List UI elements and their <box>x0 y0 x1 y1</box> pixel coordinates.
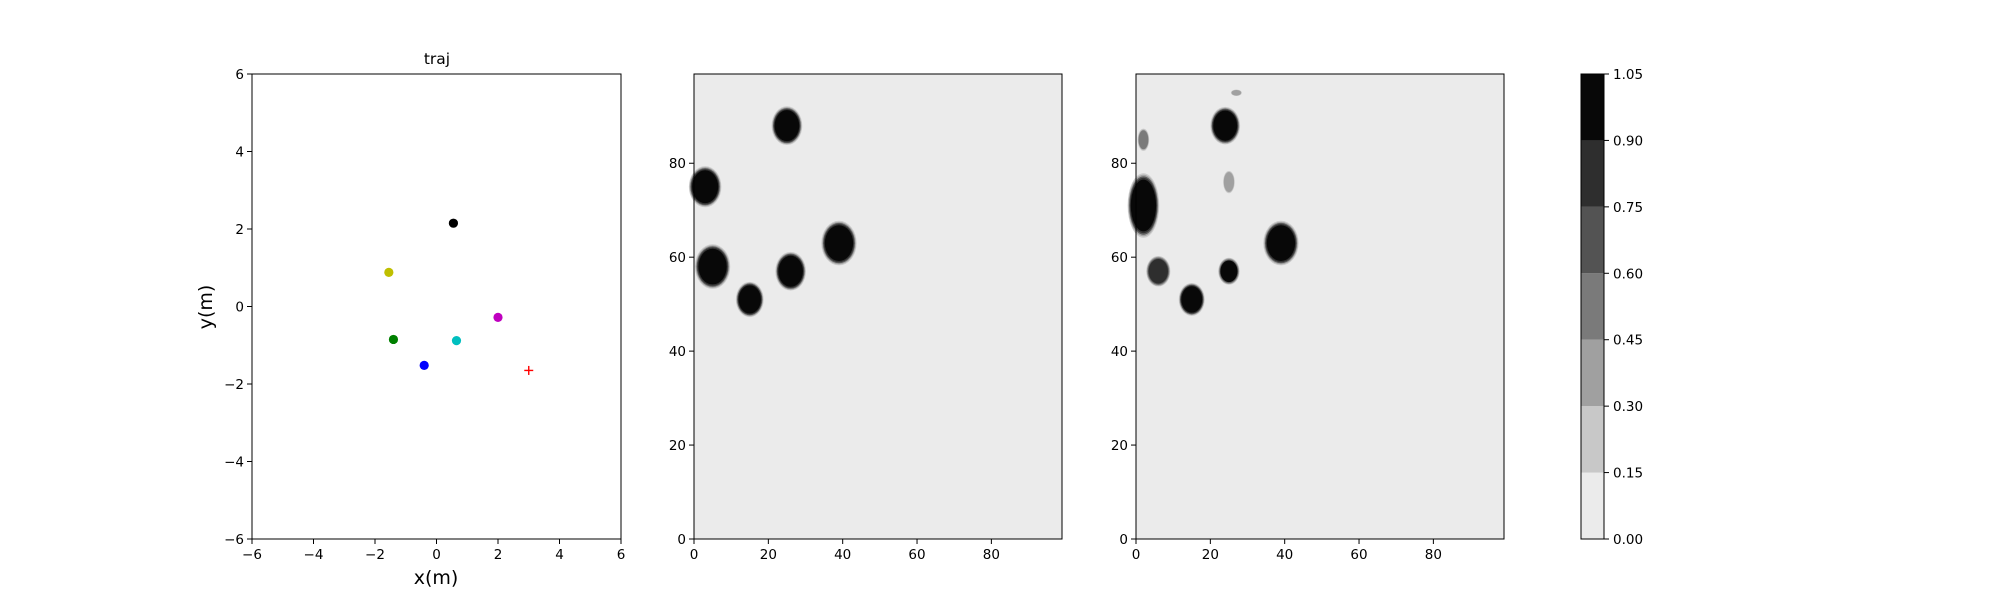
trajectory-x-tick-label: 4 <box>555 547 564 563</box>
trajectory-x-tick-label: 0 <box>432 547 441 563</box>
trajectory-y-tick-label: −2 <box>224 377 244 393</box>
map-x-ticks: 0 20 40 60 80 <box>690 539 1000 563</box>
trajectory-frame <box>251 73 622 540</box>
agent-point <box>384 267 394 277</box>
agent-point <box>493 312 503 322</box>
map-y-ticks: 0 20 40 60 80 <box>669 156 694 548</box>
trajectory-points <box>384 218 534 375</box>
colorbar-band <box>1581 74 1604 141</box>
colorbar-bands <box>1581 74 1604 539</box>
trajectory-x-ticks: −6 −4 −2 0 2 4 6 <box>242 539 625 563</box>
map-x-tick-label: 60 <box>908 547 925 563</box>
estimate-y-tick-label: 40 <box>1111 344 1128 360</box>
estimate-obstacle <box>1218 257 1240 285</box>
map-x-tick-label: 0 <box>690 547 699 563</box>
estimated-map-axes: 0 20 40 60 80 0 20 40 60 80 <box>1111 73 1505 563</box>
trajectory-y-tick-label: 0 <box>235 300 244 316</box>
agent-point <box>451 336 462 346</box>
map-obstacle <box>735 281 764 318</box>
colorbar-frame <box>1580 73 1605 540</box>
colorbar-band <box>1581 339 1604 407</box>
trajectory-y-tick-label: −4 <box>224 455 244 471</box>
map-x-tick-label: 80 <box>983 547 1000 563</box>
estimate-obstacles <box>1127 89 1299 316</box>
estimate-x-ticks: 0 20 40 60 80 <box>1132 539 1442 563</box>
map-obstacles <box>688 106 857 318</box>
map-frame <box>693 73 1063 540</box>
estimate-x-tick-label: 80 <box>1425 547 1442 563</box>
colorbar-tick-label: 0.60 <box>1613 266 1643 282</box>
trajectory-x-tick-label: −4 <box>304 547 324 563</box>
estimate-y-tick-label: 80 <box>1111 156 1128 172</box>
agent-point <box>419 360 429 370</box>
colorbar-tick-label: 0.90 <box>1613 133 1643 149</box>
trajectory-x-label: x(m) <box>414 567 459 589</box>
trajectory-x-tick-label: 6 <box>617 547 626 563</box>
map-y-tick-label: 40 <box>669 344 686 360</box>
estimate-obstacle <box>1222 170 1235 194</box>
map-obstacle <box>771 106 803 146</box>
colorbar-band <box>1581 273 1604 340</box>
agent-point <box>448 218 459 228</box>
map-obstacle <box>821 220 857 266</box>
colorbar-band <box>1581 472 1604 539</box>
trajectory-y-tick-label: 6 <box>235 67 244 83</box>
estimate-obstacle <box>1230 89 1243 97</box>
estimate-frame <box>1135 73 1505 540</box>
trajectory-y-tick-label: 2 <box>235 222 244 238</box>
map-y-tick-label: 20 <box>669 438 686 454</box>
map-y-tick-label: 60 <box>669 250 686 266</box>
map-y-tick-label: 80 <box>669 156 686 172</box>
estimate-y-ticks: 0 20 40 60 80 <box>1111 156 1136 548</box>
estimate-obstacle <box>1263 220 1299 266</box>
trajectory-y-ticks: −6 −4 −2 0 2 4 6 <box>224 67 252 548</box>
colorbar-tick-label: 0.45 <box>1613 333 1643 349</box>
map-x-tick-label: 40 <box>834 547 851 563</box>
estimate-y-tick-label: 60 <box>1111 250 1128 266</box>
estimate-obstacle <box>1137 128 1150 152</box>
estimate-x-tick-label: 60 <box>1350 547 1367 563</box>
estimate-obstacle <box>1127 173 1160 238</box>
map-y-tick-label: 0 <box>677 532 686 548</box>
estimate-x-tick-label: 40 <box>1276 547 1293 563</box>
map-x-tick-label: 20 <box>760 547 777 563</box>
colorbar-band <box>1581 206 1604 274</box>
colorbar: 0.00 0.15 0.30 0.45 0.60 0.75 0.90 1.05 <box>1580 67 1643 548</box>
colorbar-tick-label: 0.30 <box>1613 399 1643 415</box>
estimate-x-tick-label: 20 <box>1202 547 1219 563</box>
estimate-obstacle <box>1178 283 1205 316</box>
map-obstacle <box>694 244 731 289</box>
estimate-obstacle <box>1210 106 1241 145</box>
trajectory-y-tick-label: 4 <box>235 145 244 161</box>
colorbar-band <box>1581 140 1604 207</box>
estimate-y-tick-label: 0 <box>1119 532 1128 548</box>
colorbar-band <box>1581 406 1604 473</box>
colorbar-tick-label: 0.00 <box>1613 532 1643 548</box>
colorbar-tick-label: 0.15 <box>1613 466 1643 482</box>
trajectory-x-tick-label: −2 <box>365 547 385 563</box>
colorbar-ticks: 0.00 0.15 0.30 0.45 0.60 0.75 0.90 1.05 <box>1604 67 1643 548</box>
map-obstacle <box>688 166 722 208</box>
agent-point <box>388 334 399 345</box>
estimate-obstacle <box>1146 256 1171 287</box>
colorbar-tick-label: 0.75 <box>1613 200 1643 216</box>
trajectory-y-tick-label: −6 <box>224 532 244 548</box>
trajectory-x-tick-label: −6 <box>242 547 262 563</box>
trajectory-axes: traj −6 −4 −2 0 2 4 6 −6 −4 −2 0 2 4 6 x(m) y(m) <box>195 50 625 589</box>
target-marker <box>524 365 534 375</box>
estimate-y-tick-label: 20 <box>1111 438 1128 454</box>
trajectory-x-tick-label: 2 <box>494 547 503 563</box>
trajectory-title: traj <box>424 50 450 68</box>
trajectory-y-label: y(m) <box>195 285 217 330</box>
ground-truth-map-axes: 0 20 40 60 80 0 20 40 60 80 <box>669 73 1063 563</box>
colorbar-tick-label: 1.05 <box>1613 67 1643 83</box>
estimate-x-tick-label: 0 <box>1132 547 1141 563</box>
map-obstacle <box>775 251 806 291</box>
